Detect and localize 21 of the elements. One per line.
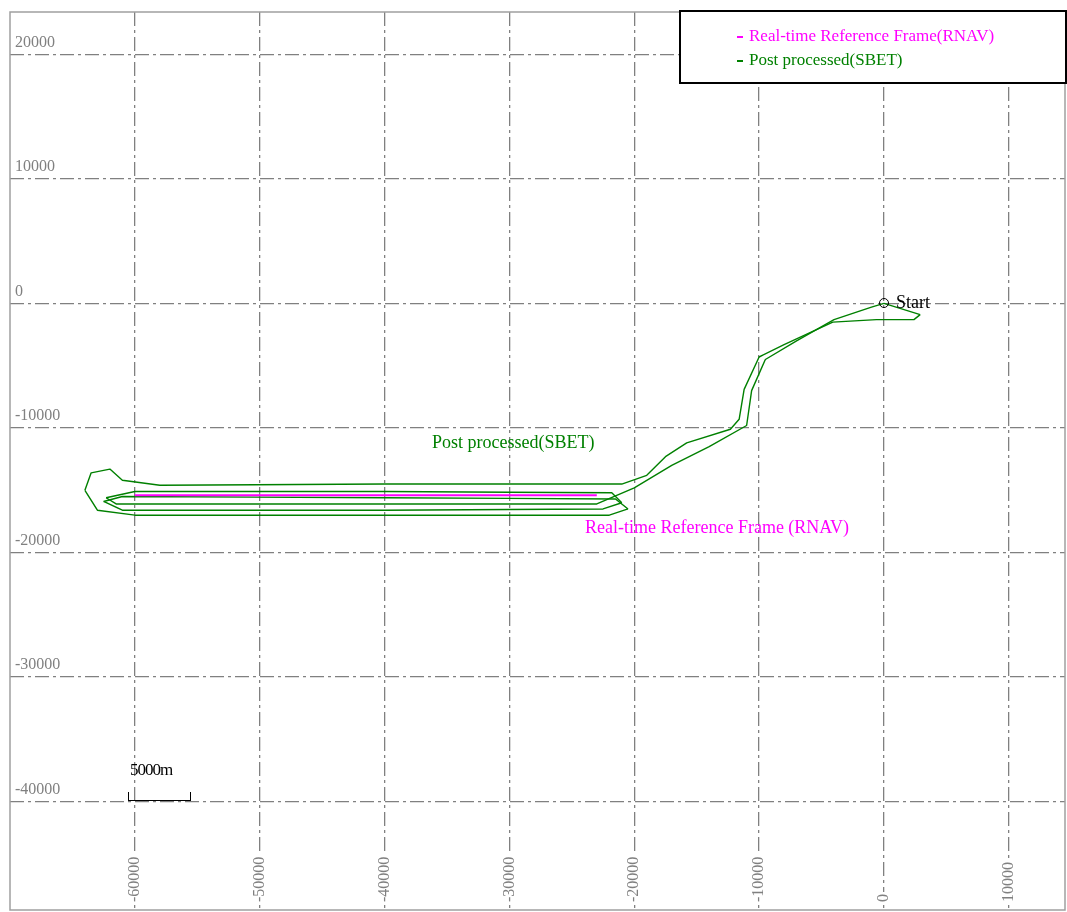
legend-label: Real-time Reference Frame(RNAV) (748, 25, 996, 47)
legend-label: Post processed(SBET) (748, 49, 904, 71)
annotation: Real-time Reference Frame (RNAV) (584, 517, 850, 539)
y-tick-label: -20000 (15, 530, 61, 548)
x-tick-label: -50000 (249, 856, 267, 902)
x-tick-label: -60000 (125, 856, 143, 902)
x-tick-label: -20000 (624, 856, 642, 902)
y-tick-label: 10000 (15, 157, 55, 175)
annotation: 5000m (130, 760, 173, 780)
x-tick-label: 0 (874, 894, 892, 902)
x-tick-label: -30000 (499, 856, 517, 902)
y-tick-label: -40000 (15, 779, 61, 797)
annotation: Post processed(SBET) (432, 431, 595, 453)
x-tick-label: -40000 (374, 856, 392, 902)
y-tick-label: 0 (15, 281, 23, 299)
y-tick-label: -30000 (15, 655, 61, 673)
y-tick-label: -10000 (15, 406, 61, 424)
y-tick-label: 20000 (15, 32, 55, 50)
x-tick-label: -10000 (749, 856, 767, 902)
annotation: Start (895, 292, 930, 313)
x-tick-label: 10000 (999, 862, 1017, 902)
